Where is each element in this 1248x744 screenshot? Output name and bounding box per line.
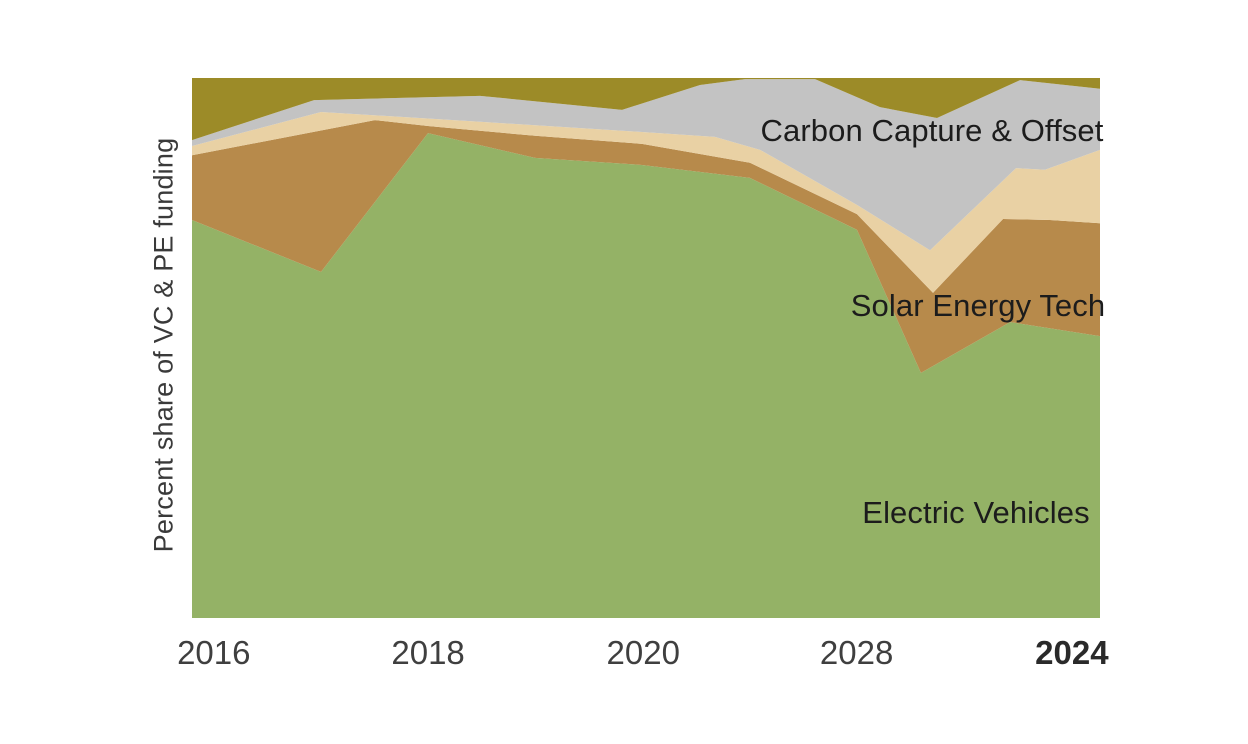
y-axis-label: Percent share of VC & PE funding [148, 137, 179, 553]
x-tick-2018: 2018 [391, 634, 465, 671]
area-carbon-capture-and-offset [192, 79, 1100, 251]
area-band-5 [192, 78, 1100, 141]
area-band-3 [192, 112, 1100, 293]
series-label-electric-vehicles: Electric Vehicles [862, 495, 1090, 530]
x-tick-2016: 2016 [177, 634, 251, 671]
x-tick-2020: 2020 [606, 634, 680, 671]
x-tick-2028: 2028 [819, 634, 894, 671]
area-electric-vehicles [192, 133, 1100, 618]
series-label-solar-energy-tech: Solar Energy Tech [850, 288, 1106, 323]
area-solar-energy-tech [192, 120, 1100, 373]
series-label-carbon-capture-and-offset: Carbon Capture & Offset [760, 113, 1104, 148]
x-tick-2024: 2024 [1035, 634, 1109, 671]
